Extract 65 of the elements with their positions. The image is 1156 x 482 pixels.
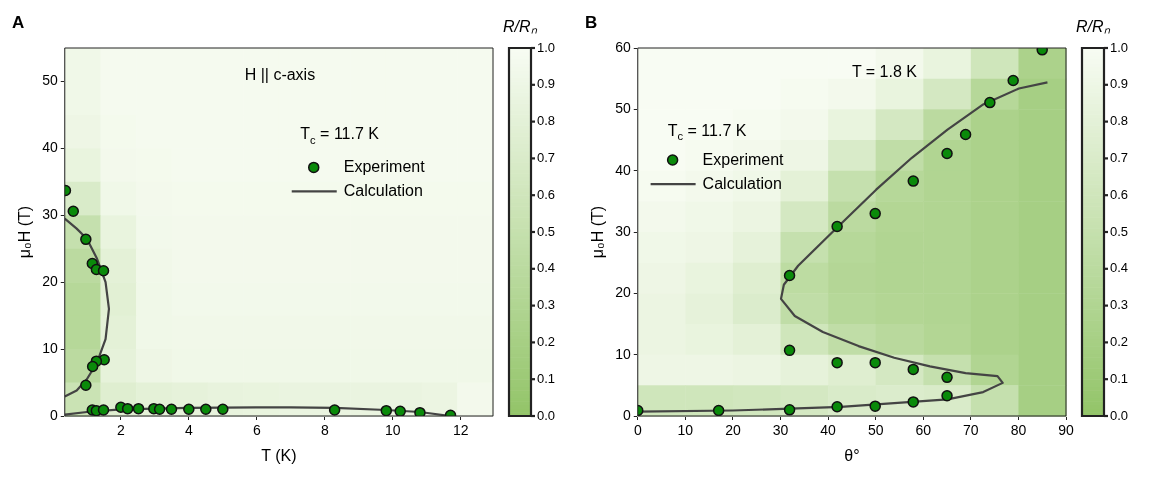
color-bar-label: 0.2 — [1110, 333, 1129, 349]
color-bar-label: 0.9 — [1110, 76, 1129, 92]
y-axis-title: μ₀H (T) — [589, 205, 607, 259]
x-tick-label: 80 — [1010, 422, 1027, 439]
y-tick-label: 30 — [42, 206, 58, 223]
color-bar-label: 0.4 — [537, 260, 556, 276]
legend-label: Calculation — [343, 182, 423, 200]
legend-label: Calculation — [702, 175, 782, 193]
y-tick-label: 50 — [615, 100, 631, 117]
y-tick-label: 10 — [42, 339, 58, 356]
color-bar-title: R/Rₙ — [503, 18, 538, 35]
x-tick-label: 90 — [1058, 422, 1074, 439]
color-bar-label: 0.2 — [537, 333, 556, 349]
color-bar-label: 0.8 — [537, 113, 556, 129]
x-tick-label: 8 — [320, 422, 329, 439]
color-bar-label: 0.5 — [1110, 223, 1129, 239]
x-tick-label: 10 — [384, 422, 401, 439]
legend-label: Experiment — [702, 151, 785, 169]
y-tick-label: 50 — [42, 72, 58, 89]
color-bar-label: 0.0 — [537, 407, 556, 423]
color-bar-label: 0.1 — [537, 370, 556, 386]
chart-title: B — [585, 13, 598, 32]
y-tick-label: 60 — [615, 38, 631, 55]
x-tick-label: 6 — [252, 422, 261, 439]
x-tick-label: 4 — [184, 422, 193, 439]
x-axis-title: θ° — [844, 446, 860, 464]
y-tick-label: 20 — [615, 284, 631, 301]
x-tick-label: 60 — [915, 422, 932, 439]
color-bar-label: 0.6 — [537, 186, 556, 202]
color-bar-label: 0.9 — [537, 76, 556, 92]
x-tick-label: 30 — [772, 422, 789, 439]
color-bar-label: 1.0 — [1110, 39, 1129, 55]
y-tick-label: 0 — [49, 406, 58, 423]
color-bar-label: 0.7 — [537, 149, 556, 165]
x-tick-label: 2 — [116, 422, 125, 439]
legend-label: Experiment — [343, 158, 426, 176]
color-bar-title: R/Rₙ — [1076, 18, 1111, 35]
color-bar-label: 0.4 — [1110, 260, 1129, 276]
chart-title: A — [12, 13, 25, 32]
color-bar-label: 1.0 — [537, 39, 556, 55]
color-bar-label: 0.7 — [1110, 149, 1129, 165]
y-tick-label: 40 — [42, 139, 58, 156]
y-axis-title: μ₀H (T) — [16, 205, 34, 259]
y-tick-label: 20 — [42, 273, 58, 290]
annotation: H || c-axis — [244, 66, 316, 84]
color-bar-label: 0.8 — [1110, 113, 1129, 129]
color-bar-label: 0.6 — [1110, 186, 1129, 202]
x-tick-label: 40 — [820, 422, 837, 439]
color-bar-label: 0.5 — [537, 223, 556, 239]
y-tick-label: 40 — [615, 161, 631, 178]
color-bar-label: 0.3 — [1110, 297, 1129, 313]
y-tick-label: 10 — [615, 345, 631, 362]
x-tick-label: 10 — [677, 422, 694, 439]
color-bar-label: 0.0 — [1110, 407, 1129, 423]
x-axis-title: T (K) — [261, 446, 297, 464]
x-tick-label: 20 — [725, 422, 741, 439]
color-bar-label: 0.3 — [537, 297, 556, 313]
y-tick-label: 30 — [615, 222, 631, 239]
x-tick-label: 70 — [963, 422, 979, 439]
x-tick-label: 12 — [452, 422, 469, 439]
x-tick-label: 0 — [633, 422, 642, 439]
annotation: T = 1.8 K — [851, 62, 918, 80]
color-bar-label: 0.1 — [1110, 370, 1129, 386]
x-tick-label: 50 — [867, 422, 884, 439]
y-tick-label: 0 — [622, 406, 631, 423]
